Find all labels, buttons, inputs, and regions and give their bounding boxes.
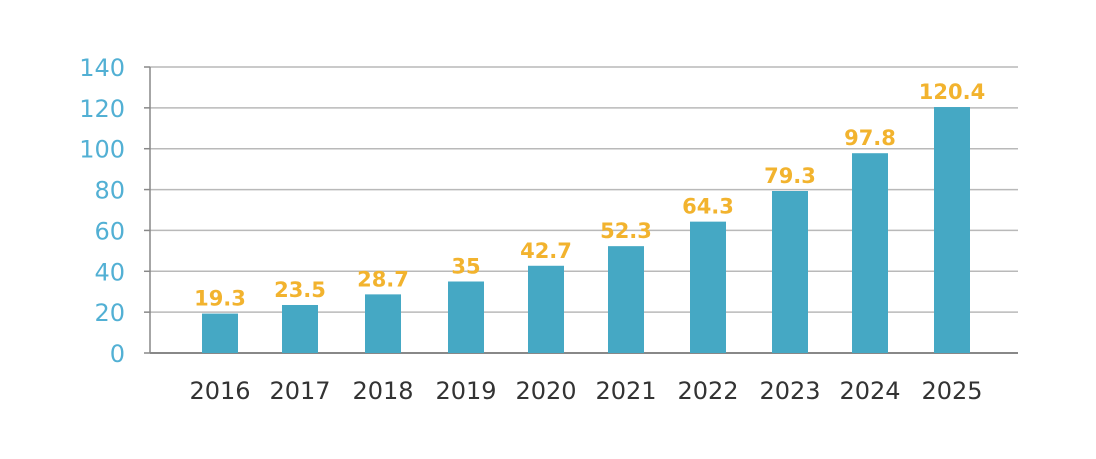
x-tick-label-2025: 2025	[921, 377, 982, 405]
bar-2022	[690, 221, 726, 353]
bar-2019	[448, 281, 484, 353]
data-label-2018: 28.7	[357, 267, 409, 291]
bar-2020	[528, 265, 564, 353]
data-label-2021: 52.3	[600, 219, 652, 243]
data-label-2019: 35	[451, 255, 480, 279]
x-tick-label-2017: 2017	[269, 377, 330, 405]
bar-2021	[608, 246, 644, 353]
y-tick-label: 140	[79, 54, 125, 82]
data-label-2024: 97.8	[844, 126, 896, 150]
bar-2018	[365, 294, 401, 353]
x-tick-label-2024: 2024	[839, 377, 900, 405]
bar-2025	[934, 107, 970, 353]
x-tick-label-2019: 2019	[435, 377, 496, 405]
data-labels: 19.3 23.5 28.7 35 42.7 52.3 64.3 79.3 97.8 120.4	[194, 80, 985, 311]
x-tick-label-2021: 2021	[595, 377, 656, 405]
x-tick-label-2016: 2016	[189, 377, 250, 405]
y-tick-label: 100	[79, 136, 125, 164]
data-label-2023: 79.3	[764, 164, 816, 188]
x-axis-ticks: 2016 2017 2018 2019 2020 2021 2022 2023 2024 2025	[189, 377, 982, 405]
data-label-2020: 42.7	[520, 239, 572, 263]
y-tick-label: 60	[94, 217, 125, 245]
data-label-2016: 19.3	[194, 287, 246, 311]
data-label-2022: 64.3	[682, 195, 734, 219]
data-label-2017: 23.5	[274, 278, 326, 302]
bar-2023	[772, 191, 808, 353]
bars	[202, 107, 970, 353]
y-tick-label: 40	[94, 258, 125, 286]
y-tick-label: 120	[79, 95, 125, 123]
x-tick-label-2022: 2022	[677, 377, 738, 405]
bar-2016	[202, 313, 238, 353]
data-label-2025: 120.4	[919, 80, 985, 104]
bar-2024	[852, 153, 888, 353]
y-tick-label: 80	[94, 177, 125, 205]
x-tick-label-2020: 2020	[515, 377, 576, 405]
y-tick-label: 0	[110, 340, 125, 368]
x-tick-label-2018: 2018	[352, 377, 413, 405]
x-tick-label-2023: 2023	[759, 377, 820, 405]
y-axis-ticks: 0 20 40 60 80 100 120 140	[79, 54, 125, 368]
y-tick-label: 20	[94, 299, 125, 327]
bar-2017	[282, 304, 318, 353]
